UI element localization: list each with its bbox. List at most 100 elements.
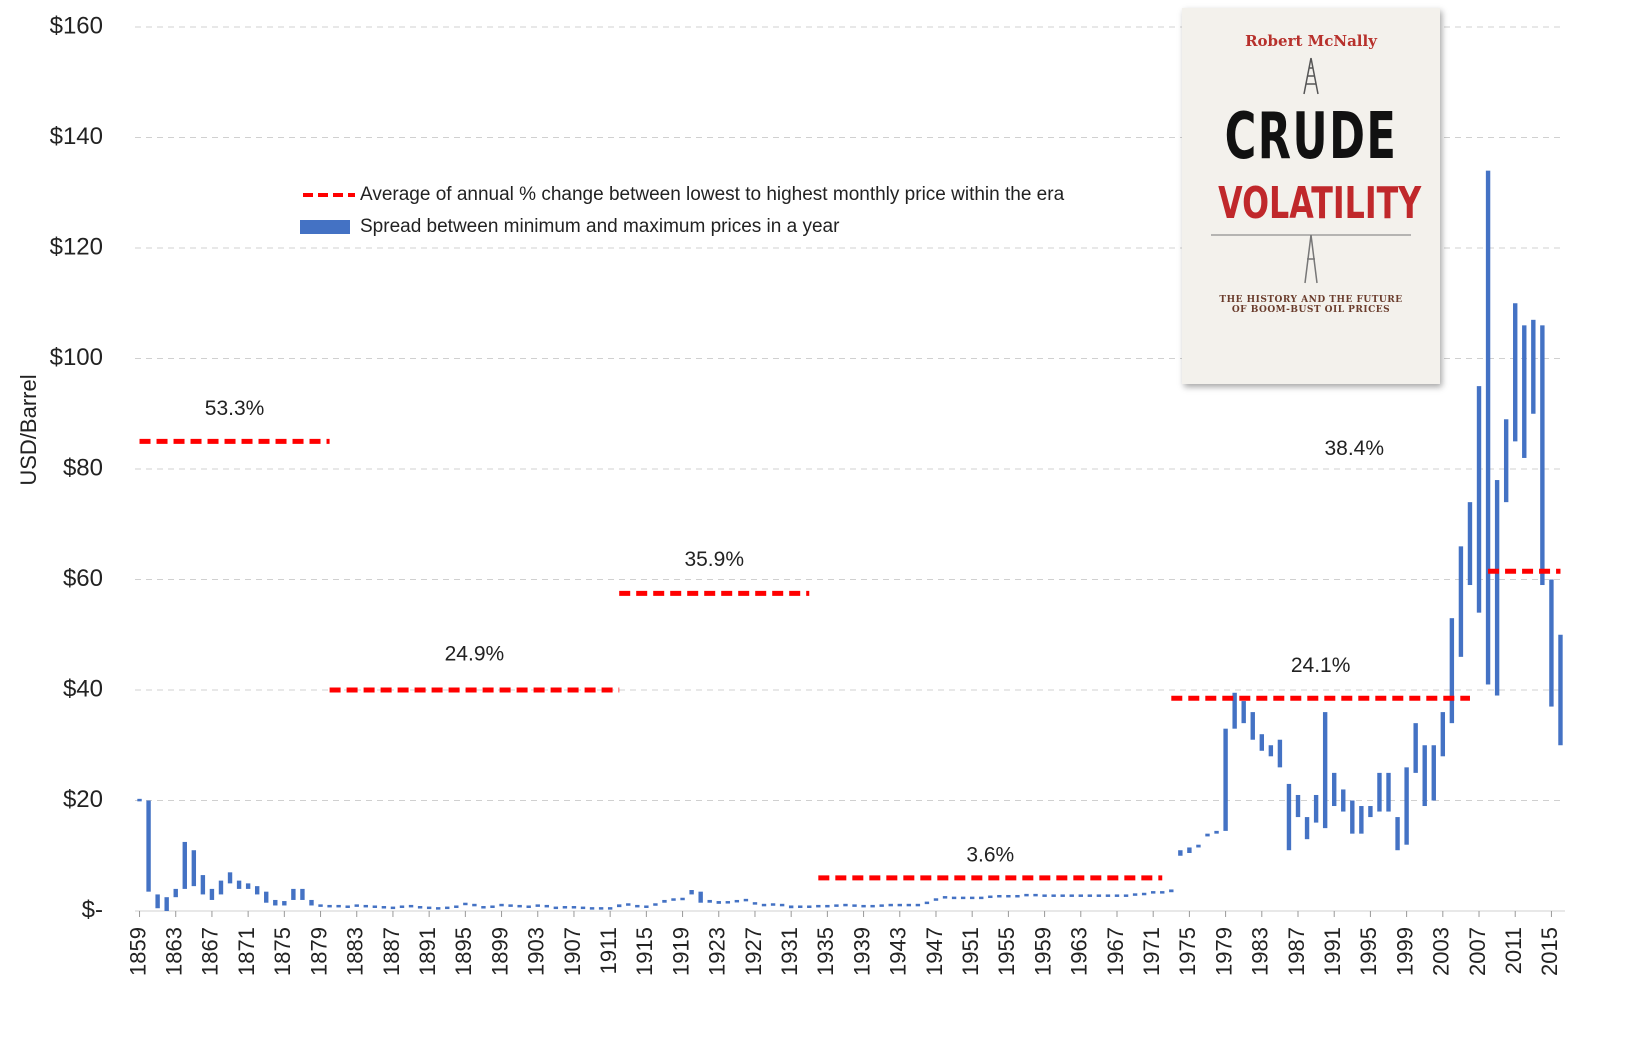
bar [1404,767,1408,844]
bar [1504,419,1508,502]
y-tick-label: $100 [50,344,103,371]
bar [273,900,277,906]
x-tick-label: 1911 [596,927,621,974]
bar [997,895,1001,898]
bar [1242,701,1246,723]
bar [1341,789,1345,811]
legend-label: Spread between minimum and maximum price… [360,216,840,237]
bar [481,906,485,909]
bar [798,905,802,908]
bar [662,900,666,903]
bar [237,881,241,889]
bar [174,889,178,897]
bar [1350,801,1354,834]
legend-label: Average of annual % change between lowes… [360,184,1065,205]
bar [1495,480,1499,695]
x-tick-label: 1947 [922,927,947,976]
bar [572,906,576,909]
bar [934,898,938,901]
x-tick-label: 1899 [487,927,512,976]
era-label: 3.6% [966,843,1014,866]
bar [617,904,621,907]
bar [164,897,168,911]
bar [717,901,721,904]
bar [952,897,956,900]
x-tick-label: 1971 [1139,927,1164,976]
bar [309,900,313,906]
era-label: 24.9% [445,643,505,666]
bar [391,907,395,910]
bar [183,842,187,889]
bar [527,905,531,908]
bar [536,904,540,907]
bar [1223,729,1227,831]
bar [762,904,766,907]
bar [463,903,467,906]
bar [1205,834,1209,837]
bar [1549,580,1553,707]
bar [1305,817,1309,839]
y-tick-label: $120 [50,233,103,260]
bar [889,904,893,907]
bar [436,907,440,910]
bar [282,901,286,905]
x-tick-label: 1967 [1103,927,1128,976]
x-tick-label: 1919 [668,927,693,976]
bar [1486,171,1490,685]
bar [1386,773,1390,812]
bar [1432,745,1436,800]
bar [1269,745,1273,756]
bar [545,905,549,908]
bar [499,904,503,907]
x-tick-label: 1879 [306,927,331,976]
bar [943,896,947,899]
bar [336,905,340,908]
bar [1513,303,1517,441]
bar [409,905,413,908]
legend-swatch [300,220,350,234]
bar [644,905,648,908]
bar [708,900,712,903]
x-tick-label: 1951 [958,927,983,976]
x-tick-label: 1991 [1320,927,1345,976]
bar [816,905,820,908]
derrick-icon [1296,56,1326,96]
bar [1260,734,1264,751]
bar [445,907,449,910]
y-tick-label: $160 [50,12,103,39]
x-tick-label: 1915 [632,927,657,976]
bar [1296,795,1300,817]
era-label: 53.3% [205,397,265,420]
bar [427,907,431,910]
bar [472,904,476,907]
x-tick-label: 1907 [560,927,585,976]
x-tick-label: 1883 [343,927,368,976]
y-tick-label: $- [82,896,103,923]
era-label: 24.1% [1291,654,1351,677]
bar [1160,891,1164,894]
bar [1332,773,1336,806]
bar [1323,712,1327,828]
bar [961,897,965,900]
x-tick-label: 1995 [1356,927,1381,976]
bar [246,883,250,889]
bar [1079,894,1083,897]
bar [400,905,404,908]
bar [291,889,295,900]
bar [192,850,196,886]
bar [635,905,639,908]
bar [680,898,684,901]
bar [201,875,205,894]
bar [228,872,232,883]
bar [735,900,739,903]
x-tick-label: 1955 [994,927,1019,976]
x-tick-label: 1987 [1284,927,1309,976]
y-tick-label: $20 [63,786,103,813]
bar [671,898,675,901]
bar [843,904,847,907]
x-tick-label: 1939 [849,927,874,976]
bar [1531,320,1535,414]
bar [753,902,757,905]
bar [1450,618,1454,723]
x-tick-label: 1979 [1211,927,1236,976]
